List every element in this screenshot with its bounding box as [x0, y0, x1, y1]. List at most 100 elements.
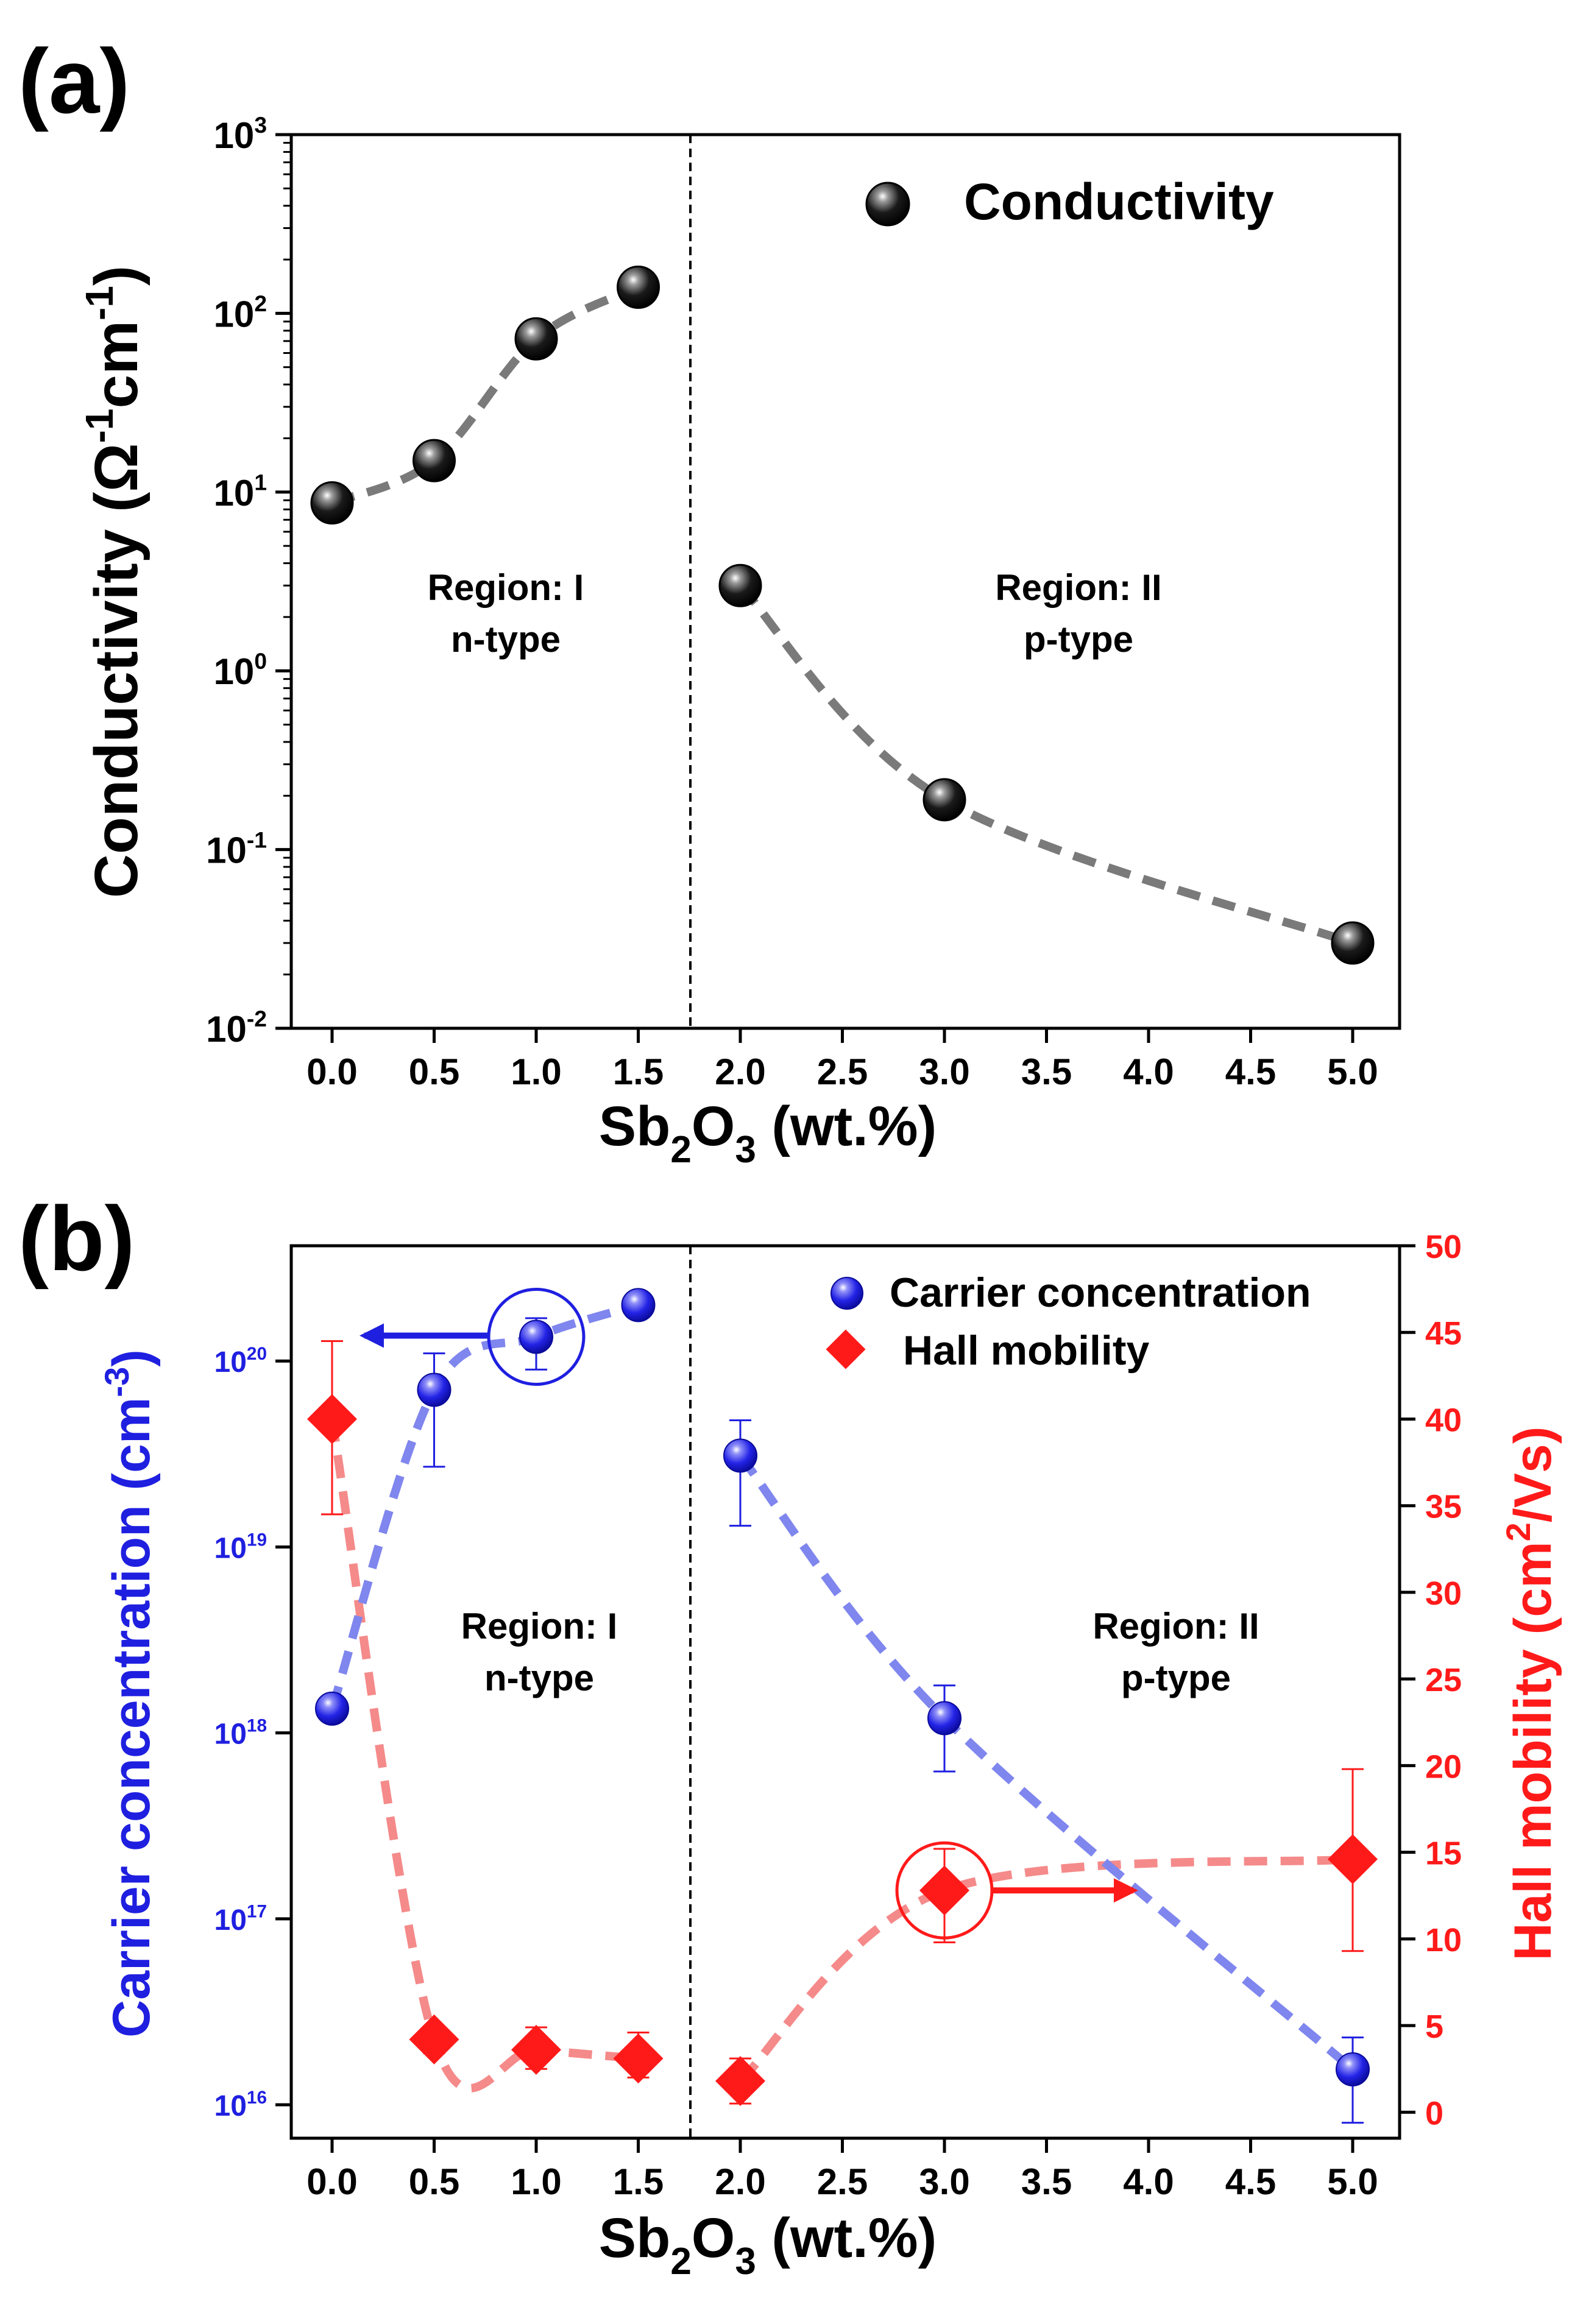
data-point-conductivity — [514, 317, 558, 361]
region-type-b-2: p-type — [1121, 1658, 1231, 1698]
y-axis-right-b: 0 5 10 15 20 25 30 35 40 45 50 — [1400, 1229, 1462, 2132]
x-tick-label-b: 0.0 — [306, 2161, 357, 2202]
y-axis-left-b: 1016 1017 1018 1019 1020 — [214, 1344, 291, 2122]
panel-b-label: (b) — [18, 1187, 135, 1290]
x-tick-label-a: 0.5 — [409, 1051, 459, 1092]
x-tick-label-b: 3.0 — [919, 2161, 969, 2202]
x-tick-label-a: 2.5 — [817, 1051, 868, 1092]
legend-b: Carrier concentration Hall mobility — [826, 1270, 1311, 1374]
x-tick-label-a: 1.5 — [613, 1051, 664, 1092]
y-axis-a: 10-2 10-1 100 101 102 103 — [206, 112, 291, 1050]
fit-curve-carrier-p — [737, 1453, 1356, 2073]
y-left-tick-label-b: 1018 — [214, 1715, 267, 1750]
region-type-a-1: n-type — [451, 619, 561, 660]
y-axis-label-a: Conductivity (Ω-1cm-1) — [77, 266, 151, 899]
x-axis-a: 0.0 0.5 1.0 1.5 2.0 2.5 3.0 3.5 4.0 4.5 5.0 — [306, 1028, 1378, 1092]
y-left-tick-label-b: 1019 — [214, 1530, 267, 1564]
data-point-conductivity — [718, 563, 762, 607]
legend-marker-carrier — [830, 1277, 863, 1310]
data-point-carrier — [927, 1701, 961, 1736]
x-tick-label-a: 1.0 — [511, 1051, 561, 1092]
legend-label-mobility: Hall mobility — [903, 1327, 1149, 1374]
x-axis-b: 0.0 0.5 1.0 1.5 2.0 2.5 3.0 3.5 4.0 4.5 5.0 — [306, 2138, 1378, 2202]
x-tick-label-b: 4.0 — [1123, 2161, 1174, 2202]
data-point-mobility — [306, 1394, 358, 1444]
legend-a: Conductivity — [865, 173, 1274, 230]
y-tick-label-a: 10-2 — [206, 1006, 267, 1050]
y-right-tick-label-b: 40 — [1425, 1402, 1462, 1438]
fit-curve-conductivity-n — [330, 283, 640, 507]
data-point-carrier — [1336, 2052, 1370, 2086]
data-point-conductivity — [413, 439, 456, 482]
data-point-carrier — [723, 1438, 757, 1473]
y-tick-label-a: 10-1 — [206, 827, 267, 871]
data-point-mobility — [409, 2014, 459, 2064]
data-point-mobility — [613, 2033, 664, 2084]
x-tick-label-a: 2.0 — [715, 1051, 765, 1092]
panel-a-label: (a) — [18, 30, 130, 132]
data-point-carrier — [519, 1319, 553, 1354]
plot-frame-a — [289, 133, 1401, 1030]
y-left-tick-label-b: 1016 — [214, 2088, 267, 2122]
region-type-b-1: n-type — [484, 1658, 594, 1698]
x-tick-label-a: 4.5 — [1225, 1051, 1276, 1092]
x-tick-label-a: 4.0 — [1123, 1051, 1174, 1092]
y-tick-label-a: 100 — [214, 648, 267, 692]
data-point-conductivity — [1331, 921, 1375, 965]
x-tick-label-b: 5.0 — [1327, 2161, 1378, 2202]
fit-curve-carrier-n — [328, 1301, 640, 1711]
y-left-tick-label-b: 1017 — [214, 1902, 267, 1937]
y-left-tick-label-b: 1020 — [214, 1344, 267, 1379]
y-right-tick-label-b: 15 — [1425, 1835, 1462, 1872]
y-right-tick-label-b: 50 — [1425, 1229, 1462, 1265]
x-tick-label-b: 3.5 — [1021, 2161, 1072, 2202]
legend-label-conductivity: Conductivity — [964, 173, 1274, 230]
region-label-a-1: Region: I — [428, 567, 584, 608]
y-right-tick-label-b: 5 — [1425, 2008, 1443, 2045]
data-point-mobility — [919, 1865, 970, 1916]
x-tick-label-a: 3.0 — [919, 1051, 969, 1092]
data-point-carrier — [621, 1288, 656, 1323]
y-tick-label-a: 101 — [214, 470, 267, 514]
data-point-mobility — [1327, 1834, 1378, 1885]
y-axis-label-left-b: Carrier concentration (cm-3) — [97, 1349, 161, 2038]
y-right-tick-label-b: 25 — [1425, 1662, 1462, 1698]
data-point-mobility — [715, 2056, 766, 2107]
y-axis-label-right-b: Hall mobility (cm2/Vs) — [1499, 1426, 1562, 1960]
legend-marker-conductivity — [865, 182, 910, 227]
data-point-carrier — [417, 1372, 452, 1407]
x-tick-label-a: 5.0 — [1327, 1051, 1378, 1092]
x-tick-label-b: 1.0 — [511, 2161, 561, 2202]
data-point-carrier — [315, 1691, 349, 1726]
x-tick-label-b: 2.0 — [715, 2161, 765, 2202]
data-point-conductivity — [617, 266, 660, 309]
panel-a: (a) 0.0 0.5 1.0 1.5 2.0 2.5 3.0 3.5 4.0 4.5 5.0 10… — [18, 30, 1401, 1171]
y-tick-label-a: 103 — [214, 112, 267, 156]
y-right-tick-label-b: 35 — [1425, 1489, 1462, 1525]
fit-curve-mobility-n — [328, 1418, 639, 2093]
y-right-tick-label-b: 20 — [1425, 1748, 1462, 1785]
legend-marker-mobility — [826, 1329, 866, 1369]
y-tick-label-a: 102 — [214, 291, 267, 334]
data-point-conductivity — [923, 778, 966, 822]
x-tick-label-a: 0.0 — [306, 1051, 357, 1092]
legend-label-carrier: Carrier concentration — [890, 1270, 1311, 1316]
region-label-a-2: Region: II — [995, 567, 1161, 608]
y-right-tick-label-b: 30 — [1425, 1575, 1462, 1612]
panel-b: (b) 0.0 0.5 1.0 1.5 2.0 2.5 3.0 3.5 4.0 4.5 5.0 10… — [18, 1187, 1562, 2283]
y-right-tick-label-b: 10 — [1425, 1922, 1462, 1958]
plot-frame-b — [289, 1244, 1401, 2140]
x-tick-label-b: 4.5 — [1225, 2161, 1276, 2202]
x-tick-label-a: 3.5 — [1021, 1051, 1072, 1092]
region-label-b-2: Region: II — [1093, 1606, 1259, 1647]
x-tick-label-b: 1.5 — [613, 2161, 664, 2202]
data-point-mobility — [511, 2024, 562, 2075]
data-point-conductivity — [310, 481, 354, 525]
x-tick-label-b: 0.5 — [409, 2161, 459, 2202]
y-right-tick-label-b: 45 — [1425, 1315, 1462, 1352]
x-axis-label-b: Sb2O3 (wt.%) — [599, 2207, 937, 2283]
region-label-b-1: Region: I — [461, 1606, 618, 1647]
region-type-a-2: p-type — [1024, 619, 1133, 660]
x-axis-label-a: Sb2O3 (wt.%) — [599, 1095, 937, 1171]
